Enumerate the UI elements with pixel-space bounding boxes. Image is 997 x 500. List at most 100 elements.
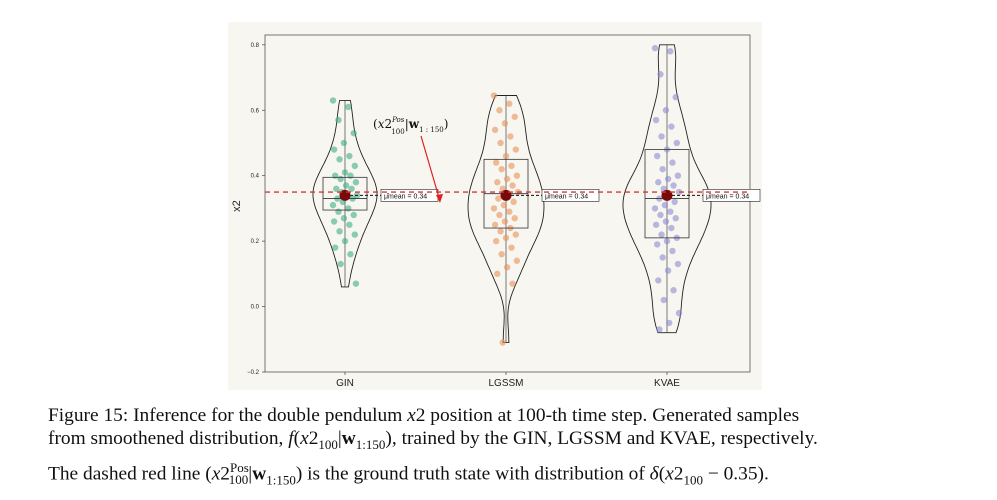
y-tick-label: 0.2 <box>251 239 260 245</box>
sample-point <box>663 237 671 245</box>
sample-point <box>512 146 520 153</box>
mean-label: μ̂mean = 0.34 <box>706 193 749 200</box>
sample-point <box>502 234 510 242</box>
caption-line-3: The dashed red line (x2Pos100|w1:150) is… <box>48 459 769 488</box>
y-tick-label: 0.4 <box>251 174 260 180</box>
sample-point <box>512 231 520 238</box>
sample-point <box>497 228 504 235</box>
sample-point <box>672 215 679 222</box>
sample-point <box>352 179 360 186</box>
sample-point <box>657 71 664 78</box>
y-axis-label: x2 <box>231 200 243 212</box>
sample-point <box>333 185 340 192</box>
sample-point <box>674 260 682 268</box>
sample-point <box>337 175 344 183</box>
sample-point <box>499 339 506 346</box>
sample-point <box>336 156 343 163</box>
violin-outline <box>622 44 712 334</box>
sample-point <box>340 215 348 222</box>
sample-point <box>658 133 665 140</box>
x-axis: GIN LGSSM KVAE <box>336 372 680 389</box>
sample-point <box>501 218 509 225</box>
sample-point <box>341 169 349 176</box>
sample-point <box>508 162 515 170</box>
sample-point <box>511 215 518 222</box>
sample-point <box>506 208 513 215</box>
sample-point <box>509 280 516 287</box>
box <box>644 149 690 239</box>
sample-point <box>492 159 500 166</box>
y-tick-label: −0.2 <box>247 370 260 376</box>
sample-point <box>655 277 662 284</box>
sample-point <box>511 113 518 120</box>
sample-point <box>345 205 352 212</box>
sample-point <box>653 241 661 248</box>
sample-point <box>329 201 337 209</box>
sample-point <box>347 172 354 179</box>
sample-point <box>490 92 498 99</box>
sample-point <box>667 48 674 55</box>
y-tick-label: 0.6 <box>251 108 260 114</box>
x-tick-label: GIN <box>336 378 354 389</box>
annotation-arrow-head <box>436 194 443 203</box>
sample-point <box>509 182 516 189</box>
sample-point <box>503 175 511 183</box>
sample-point <box>347 251 354 258</box>
sample-point <box>346 152 353 160</box>
sample-point <box>665 319 673 327</box>
sample-point <box>670 287 677 294</box>
sample-point <box>668 123 675 130</box>
sample-point <box>513 172 521 179</box>
mean-label: μ̂mean = 0.34 <box>384 193 427 200</box>
sample-point <box>503 264 511 271</box>
sample-point <box>502 152 510 160</box>
sample-point <box>513 257 521 264</box>
sample-point <box>508 244 515 251</box>
sample-point <box>490 205 498 212</box>
sample-point <box>652 221 660 228</box>
sample-point <box>336 228 343 235</box>
x-tick-label: LGSSM <box>488 378 523 389</box>
sample-point <box>335 208 342 215</box>
sample-point <box>491 126 499 134</box>
sample-point <box>348 185 355 192</box>
sample-point <box>661 201 669 209</box>
sample-point <box>501 120 509 127</box>
sample-point <box>674 172 682 179</box>
sample-point <box>651 44 659 52</box>
sample-point <box>494 179 501 186</box>
sample-point <box>341 237 349 245</box>
x-tick-label: KVAE <box>654 378 680 389</box>
sample-point <box>671 198 678 206</box>
sample-point <box>352 280 360 287</box>
y-tick-label: 0.0 <box>251 305 260 311</box>
caption-line-1: Figure 15: Inference for the double pend… <box>48 405 800 426</box>
sample-point <box>350 211 357 219</box>
sample-point <box>495 195 502 202</box>
sample-point <box>330 146 338 153</box>
y-tick-label: 0.8 <box>251 43 260 49</box>
sample-point <box>662 218 670 225</box>
sample-point <box>669 159 676 166</box>
annotation-arrow <box>420 135 441 202</box>
sample-point <box>342 182 350 189</box>
violin-chart: −0.2 0.0 0.2 0.4 0.6 0.8 GIN LGSSM KVAE x2 μ̂me… <box>228 22 762 390</box>
sample-point <box>350 129 357 137</box>
sample-point <box>498 165 505 173</box>
sample-point <box>506 100 513 107</box>
sample-point <box>657 211 664 219</box>
sample-point <box>496 211 503 219</box>
sample-point <box>335 116 342 124</box>
sample-point <box>496 107 503 114</box>
sample-point <box>651 205 659 212</box>
sample-point <box>659 254 666 261</box>
sample-point <box>655 179 662 186</box>
sample-point <box>673 139 681 147</box>
sample-point <box>331 172 339 179</box>
sample-point <box>497 139 504 147</box>
sample-point <box>330 218 338 225</box>
sample-point <box>507 133 514 140</box>
mean-label: μ̂mean = 0.34 <box>545 193 588 200</box>
sample-point <box>491 221 499 228</box>
y-axis: −0.2 0.0 0.2 0.4 0.6 0.8 <box>247 43 265 376</box>
